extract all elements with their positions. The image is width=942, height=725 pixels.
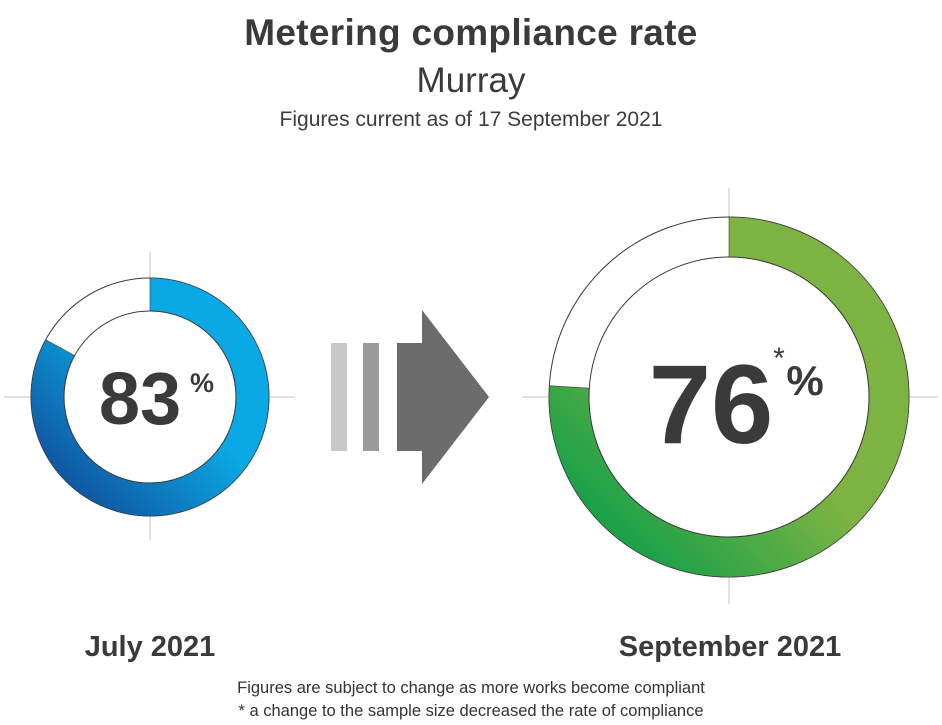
donut-september-asterisk: *	[773, 342, 785, 375]
donut-july-unit: %	[190, 368, 214, 398]
chart-subtitle: Murray	[416, 61, 526, 100]
footnote-2: * a change to the sample size decreased …	[238, 702, 704, 720]
donut-september: 76 % *	[548, 216, 910, 578]
as-of-text: Figures current as of 17 September 2021	[279, 108, 663, 131]
arrow-bar-mid	[363, 343, 379, 451]
period-label-september: September 2021	[618, 631, 842, 663]
progress-arrow	[331, 310, 489, 484]
donut-july: 83 %	[30, 277, 270, 517]
footnote-1: Figures are subject to change as more wo…	[237, 679, 705, 697]
arrow-bar-light	[331, 343, 347, 451]
period-label-july: July 2021	[84, 631, 216, 663]
donut-september-value: 76	[649, 342, 774, 467]
donut-july-value: 83	[99, 357, 181, 440]
donut-september-unit: %	[786, 357, 823, 404]
donut-july-inner	[63, 310, 237, 484]
chart-title: Metering compliance rate	[244, 12, 698, 53]
arrow-head	[397, 310, 489, 484]
donut-september-inner	[588, 256, 870, 538]
